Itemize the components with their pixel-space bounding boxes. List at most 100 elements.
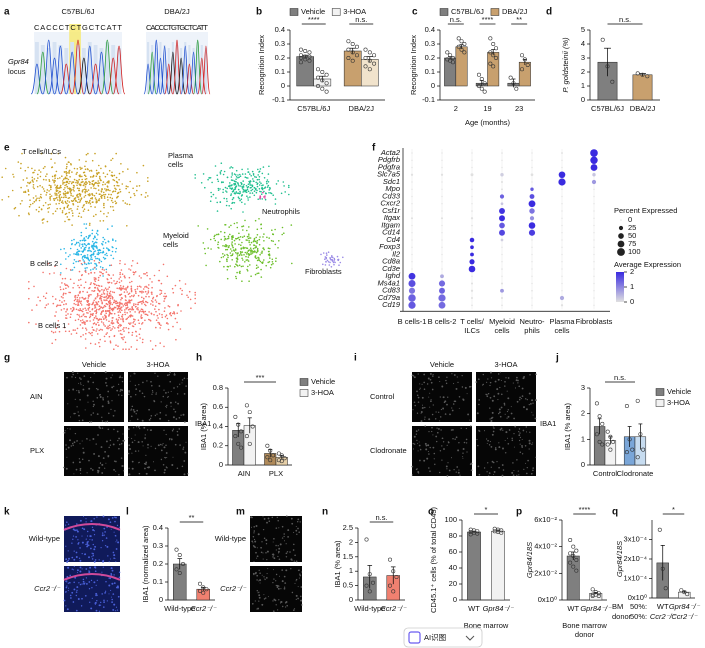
- umap-cell: [64, 284, 67, 287]
- data-point: [590, 587, 595, 592]
- umap-cell: [61, 200, 64, 202]
- micrograph-speck: [87, 380, 90, 383]
- umap-cell: [85, 309, 87, 312]
- umap-cell: [99, 307, 101, 310]
- micrograph-speck: [110, 567, 113, 570]
- umap-cell: [237, 192, 240, 194]
- umap-cell: [140, 300, 143, 303]
- umap-cell: [85, 202, 88, 204]
- micrograph-speck: [96, 396, 99, 399]
- umap-cell: [260, 276, 263, 278]
- umap-cell: [100, 313, 102, 316]
- micrograph-speck: [109, 558, 111, 560]
- micrograph-speck: [185, 441, 187, 443]
- umap-cell: [74, 295, 76, 297]
- y-tick-label: 3: [581, 383, 585, 392]
- umap-cell: [231, 238, 233, 241]
- umap-cell: [116, 321, 119, 324]
- y-tick-label: 0x10⁰: [628, 593, 647, 602]
- umap-cell: [98, 259, 101, 262]
- umap-cell: [63, 206, 66, 209]
- umap-cell: [202, 242, 205, 244]
- y-tick-label: 2x10⁻²: [534, 568, 557, 577]
- micrograph-speck: [167, 395, 170, 398]
- micrograph-speck: [428, 467, 430, 469]
- expression-dot: [531, 261, 533, 263]
- umap-cell: [116, 302, 118, 305]
- umap-cell: [81, 178, 83, 181]
- micrograph-speck: [452, 437, 454, 440]
- expression-dot: [590, 156, 598, 164]
- micrograph-speck: [91, 597, 93, 599]
- umap-cell: [51, 166, 54, 168]
- micrograph-speck: [76, 530, 79, 533]
- umap-cell: [77, 304, 80, 306]
- umap-cell: [109, 264, 111, 267]
- umap-cell: [83, 247, 86, 249]
- umap-cell: [140, 193, 143, 196]
- micrograph-speck: [446, 468, 448, 470]
- umap-cell: [101, 329, 104, 331]
- micrograph-speck: [121, 376, 123, 379]
- micrograph-speck: [521, 446, 523, 448]
- micrograph-speck: [170, 405, 172, 407]
- umap-cell: [248, 239, 250, 242]
- umap-cell: [194, 302, 196, 305]
- umap-cell: [71, 212, 74, 214]
- umap-cell: [80, 262, 83, 265]
- micrograph-speck: [487, 462, 489, 464]
- umap-cell: [63, 303, 65, 306]
- umap-cell: [49, 199, 52, 201]
- umap-cell: [82, 334, 84, 336]
- umap-cell: [329, 257, 332, 260]
- umap-cell: [79, 195, 82, 197]
- umap-cell: [67, 197, 70, 199]
- micrograph-speck: [172, 416, 175, 419]
- umap-cell: [86, 312, 88, 314]
- micrograph-speck: [128, 467, 130, 470]
- micrograph-speck: [118, 443, 121, 446]
- expression-dot: [471, 188, 473, 190]
- umap-cell: [104, 325, 106, 327]
- umap-cell: [141, 322, 144, 324]
- micrograph-speck: [287, 529, 290, 532]
- umap-cell: [96, 318, 99, 320]
- micrograph-speck: [119, 375, 121, 377]
- micrograph-speck: [138, 462, 140, 464]
- umap-cell: [250, 241, 253, 244]
- umap-cell: [207, 247, 209, 249]
- umap-cell: [42, 218, 44, 220]
- table-label: 50%:: [630, 602, 647, 611]
- umap-cell: [235, 181, 237, 183]
- bar: [491, 530, 505, 601]
- significance-label: n.s.: [450, 15, 462, 24]
- micrograph-speck: [179, 383, 181, 385]
- micrograph-speck: [452, 403, 455, 405]
- micrograph-speck: [110, 572, 112, 575]
- umap-cell: [83, 238, 85, 240]
- umap-cell: [268, 192, 270, 194]
- ai-button[interactable]: AI识图: [403, 627, 483, 648]
- umap-cell: [85, 160, 87, 163]
- micrograph-speck: [169, 401, 172, 404]
- umap-cell: [244, 203, 246, 205]
- micrograph-speck: [425, 448, 428, 451]
- micrograph-speck: [65, 605, 67, 607]
- micrograph-speck: [278, 599, 280, 601]
- umap-cell: [228, 245, 230, 247]
- umap-cell: [333, 257, 336, 260]
- micrograph-speck: [447, 396, 449, 398]
- expression-dot: [531, 239, 533, 241]
- micrograph-speck: [116, 609, 119, 611]
- micrograph-speck: [525, 408, 528, 411]
- umap-cell: [103, 202, 105, 205]
- umap-cell: [96, 257, 99, 260]
- umap-cell: [59, 288, 62, 291]
- umap-cell: [60, 296, 63, 298]
- umap-cell: [137, 301, 140, 304]
- umap-cell: [89, 222, 91, 225]
- micrograph-speck: [82, 447, 84, 450]
- umap-cell: [91, 290, 93, 292]
- umap-cell: [141, 317, 143, 319]
- umap-cell: [80, 247, 82, 249]
